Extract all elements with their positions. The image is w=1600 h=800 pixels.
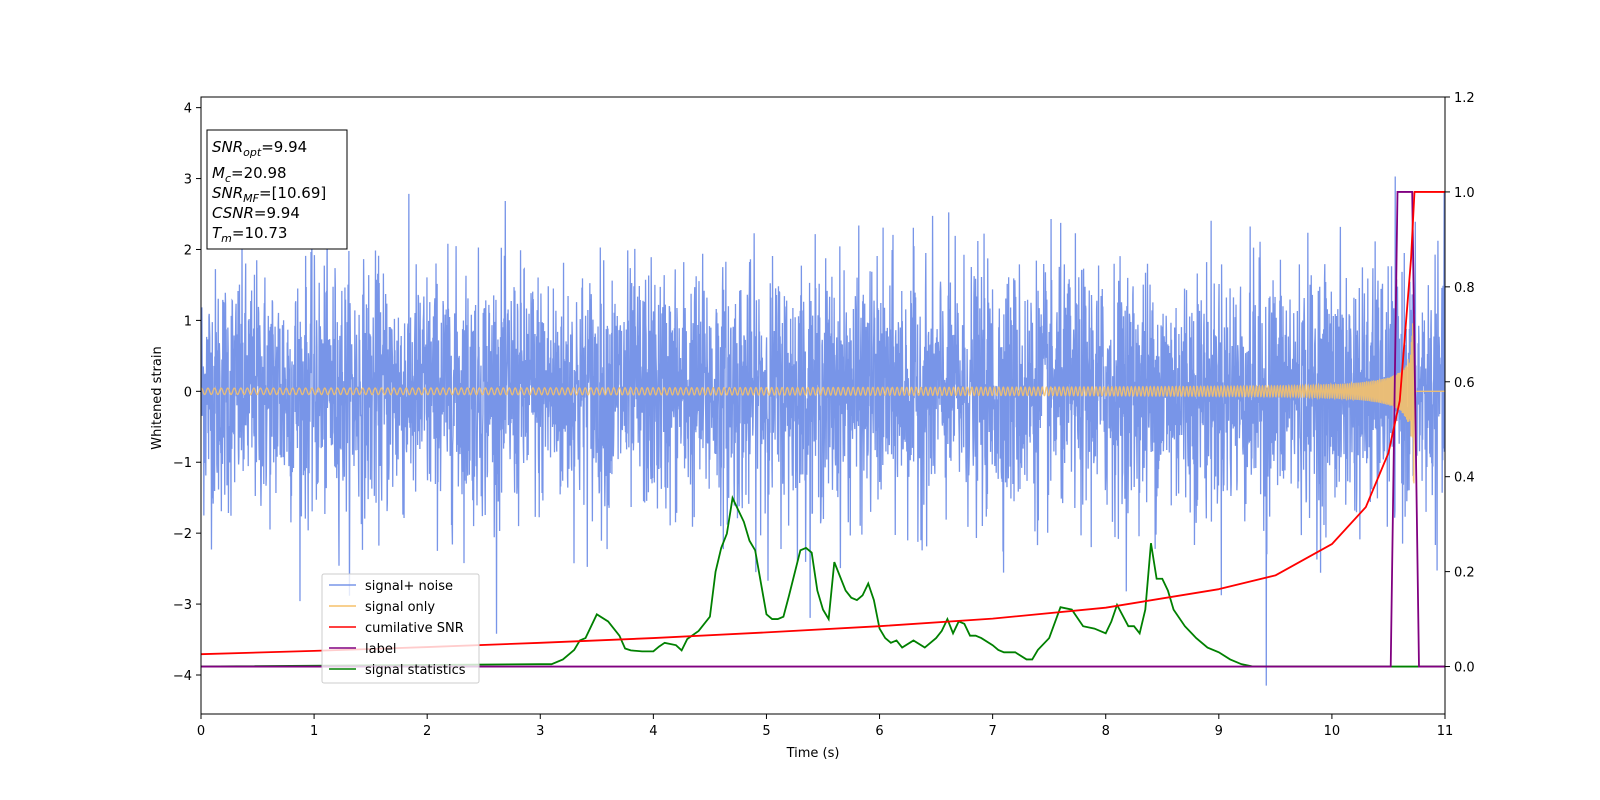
y-left-tick-label: −3 (173, 598, 192, 613)
mc-value: =20.98 (231, 164, 287, 182)
y-axis-title: Whitened strain (150, 346, 165, 449)
series-cumulative-snr-line (201, 191, 1445, 656)
axes-group: 0 1 2 3 4 5 6 7 8 9 10 1143210−1−2−3−41.21.00.80.60… (173, 91, 1475, 739)
series-group (201, 176, 1445, 686)
legend-label-label: label (365, 642, 396, 657)
y-right-tick-label: 0.0 (1454, 661, 1475, 676)
legend-label-signal-noise: signal+ noise (365, 579, 453, 594)
series-signal-statistics-line (201, 495, 1445, 668)
legend-label-signal-statistics: signal statistics (365, 663, 466, 678)
snr-mf-value: =[10.69] (259, 184, 326, 202)
y-right-tick-label: 0.4 (1454, 471, 1475, 486)
annotation-frame (206, 129, 348, 250)
annotation-csnr: CSNR=9.94 (212, 204, 300, 222)
x-tick-label: 5 (762, 724, 770, 739)
tm-sub: m (221, 232, 232, 245)
legend-label-cumulative-snr: cumilative SNR (365, 621, 464, 636)
x-tick-label: 1 (310, 724, 318, 739)
y-left-tick-label: 1 (184, 314, 192, 329)
mc-main: M (212, 164, 225, 182)
legend-frame (321, 573, 480, 684)
annotation-snr-mf: SNRMF=[10.69] (212, 184, 326, 205)
x-tick-label: 2 (423, 724, 431, 739)
x-tick-label: 0 (197, 724, 205, 739)
y-left-tick-label: −2 (173, 527, 192, 542)
y-left-tick-label: −1 (173, 456, 192, 471)
y-left-tick-label: −4 (173, 669, 192, 684)
annotation-box: SNRopt=9.94 Mc=20.98 SNRMF=[10.69] CSNR=… (206, 129, 348, 250)
tm-main: T (212, 224, 223, 242)
csnr-value: =9.94 (254, 204, 300, 222)
annotation-tm: Tm=10.73 (212, 224, 287, 245)
y-left-tick-label: 0 (184, 385, 192, 400)
y-right-tick-label: 0.2 (1454, 566, 1475, 581)
snr-mf-main: SNR (212, 184, 243, 202)
x-axis-title: Time (s) (786, 746, 840, 761)
x-tick-label: 4 (649, 724, 657, 739)
y-left-tick-label: 2 (184, 243, 192, 258)
annotation-mc: Mc=20.98 (212, 164, 287, 185)
snr-opt-value: =9.94 (261, 138, 307, 156)
plot-frame (200, 96, 1446, 715)
x-tick-label: 6 (875, 724, 883, 739)
x-tick-label: 11 (1437, 724, 1454, 739)
annotation-snr-opt: SNRopt=9.94 (212, 138, 307, 159)
y-left-tick-label: 4 (184, 102, 192, 117)
legend-label-signal-only: signal only (365, 600, 435, 615)
tm-value: =10.73 (232, 224, 288, 242)
mc-sub: c (225, 172, 231, 185)
y-right-tick-label: 0.6 (1454, 376, 1475, 391)
plot-area (201, 176, 1445, 686)
y-right-tick-label: 1.0 (1454, 186, 1475, 201)
x-tick-label: 9 (1215, 724, 1223, 739)
snr-opt-main: SNR (212, 138, 243, 156)
snr-mf-sub: MF (243, 192, 259, 205)
legend: signal+ noise signal only cumilative SNR… (321, 573, 480, 684)
y-right-tick-label: 1.2 (1454, 91, 1475, 106)
snr-opt-sub: opt (243, 146, 262, 159)
series-signal-only-line (201, 295, 1445, 484)
y-left-tick-label: 3 (184, 173, 192, 188)
y-right-tick-label: 0.8 (1454, 281, 1475, 296)
x-tick-label: 8 (1102, 724, 1110, 739)
series-signal-noise-line (201, 176, 1445, 686)
csnr-main: CSNR (212, 204, 254, 222)
x-tick-label: 3 (536, 724, 544, 739)
series-label-line (201, 191, 1445, 668)
x-tick-label: 7 (988, 724, 996, 739)
x-tick-label: 10 (1324, 724, 1341, 739)
